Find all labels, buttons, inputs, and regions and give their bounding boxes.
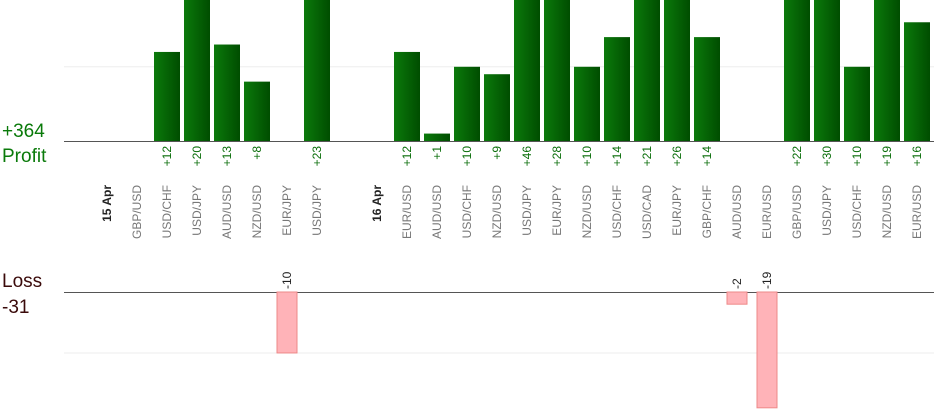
profit-bar xyxy=(484,74,510,141)
profit-bar xyxy=(634,0,660,141)
profit-value-label: +46 xyxy=(520,146,534,167)
profit-value-label: +1 xyxy=(430,146,444,160)
pair-label: NZD/USD xyxy=(490,185,504,239)
pair-label: NZD/USD xyxy=(880,185,894,239)
pair-label: NZD/USD xyxy=(250,185,264,239)
profit-bar xyxy=(454,66,480,141)
profit-bar xyxy=(694,37,720,141)
pair-label: AUD/USD xyxy=(730,185,744,239)
pair-label: GBP/USD xyxy=(790,185,804,239)
loss-bar xyxy=(726,291,748,305)
profit-value-label: +20 xyxy=(190,146,204,167)
profit-value-label: +8 xyxy=(250,146,264,160)
profit-value-label: +16 xyxy=(910,146,924,167)
profit-value-label: +26 xyxy=(670,146,684,167)
profit-bar xyxy=(154,51,180,141)
profit-bar xyxy=(214,44,240,141)
pair-label: GBP/USD xyxy=(130,185,144,239)
profit-value-label: +19 xyxy=(880,146,894,167)
profit-bar xyxy=(544,0,570,141)
profit-value-label: +12 xyxy=(400,146,414,167)
profit-bar xyxy=(844,66,870,141)
pair-label: USD/JPY xyxy=(520,185,534,236)
loss-total: -31 xyxy=(2,297,29,318)
profit-value-label: +10 xyxy=(850,146,864,167)
profit-value-label: +12 xyxy=(160,146,174,167)
profit-value-label: +21 xyxy=(640,146,654,167)
pair-label: GBP/CHF xyxy=(700,185,714,238)
profit-bar xyxy=(784,0,810,141)
pair-label: USD/CHF xyxy=(460,185,474,238)
pair-label: EUR/USD xyxy=(910,185,924,239)
pair-label: EUR/USD xyxy=(760,185,774,239)
profit-value-label: +28 xyxy=(550,146,564,167)
profit-bar xyxy=(244,81,270,141)
profit-value-label: +10 xyxy=(580,146,594,167)
pair-label: AUD/USD xyxy=(220,185,234,239)
pair-label: USD/CAD xyxy=(640,185,654,239)
profit-bar xyxy=(904,22,930,142)
profit-label: Profit xyxy=(2,146,47,167)
profit-bar xyxy=(814,0,840,141)
profit-value-label: +14 xyxy=(700,146,714,167)
profit-bar xyxy=(874,0,900,141)
pair-label: USD/CHF xyxy=(610,185,624,238)
profit-bar xyxy=(664,0,690,142)
profit-value-label: +13 xyxy=(220,146,234,167)
pair-label: USD/JPY xyxy=(310,185,324,236)
pair-label: USD/CHF xyxy=(850,185,864,238)
profit-bar xyxy=(514,0,540,141)
pair-label: EUR/JPY xyxy=(550,185,564,236)
profit-total: +364 xyxy=(2,121,45,142)
profit-value-label: +23 xyxy=(310,146,324,167)
profit-bar xyxy=(574,66,600,141)
pair-label: AUD/USD xyxy=(430,185,444,239)
profit-value-label: +10 xyxy=(460,146,474,167)
pair-label: USD/JPY xyxy=(820,185,834,236)
profit-value-label: +30 xyxy=(820,146,834,167)
pair-label: EUR/JPY xyxy=(280,185,294,236)
pair-label: EUR/JPY xyxy=(670,185,684,236)
profit-bar xyxy=(184,0,210,141)
loss-bar xyxy=(756,291,778,409)
loss-value-label: -2 xyxy=(730,278,744,289)
profit-bar xyxy=(394,51,420,141)
pair-label: EUR/USD xyxy=(400,185,414,239)
profit-value-label: +22 xyxy=(790,146,804,167)
profit-bar xyxy=(424,133,450,141)
profit-bar xyxy=(604,37,630,141)
pair-label: USD/JPY xyxy=(190,185,204,236)
loss-label: Loss xyxy=(2,271,42,292)
pair-label: NZD/USD xyxy=(580,185,594,239)
date-label: 16 Apr xyxy=(370,185,384,222)
date-label: 15 Apr xyxy=(100,185,114,222)
profit-value-label: +9 xyxy=(490,146,504,160)
pair-label: USD/CHF xyxy=(160,185,174,238)
loss-value-label: -10 xyxy=(280,271,294,289)
loss-bar xyxy=(276,291,298,354)
profit-value-label: +14 xyxy=(610,146,624,167)
profit-bar xyxy=(304,0,330,141)
loss-value-label: -19 xyxy=(760,271,774,289)
